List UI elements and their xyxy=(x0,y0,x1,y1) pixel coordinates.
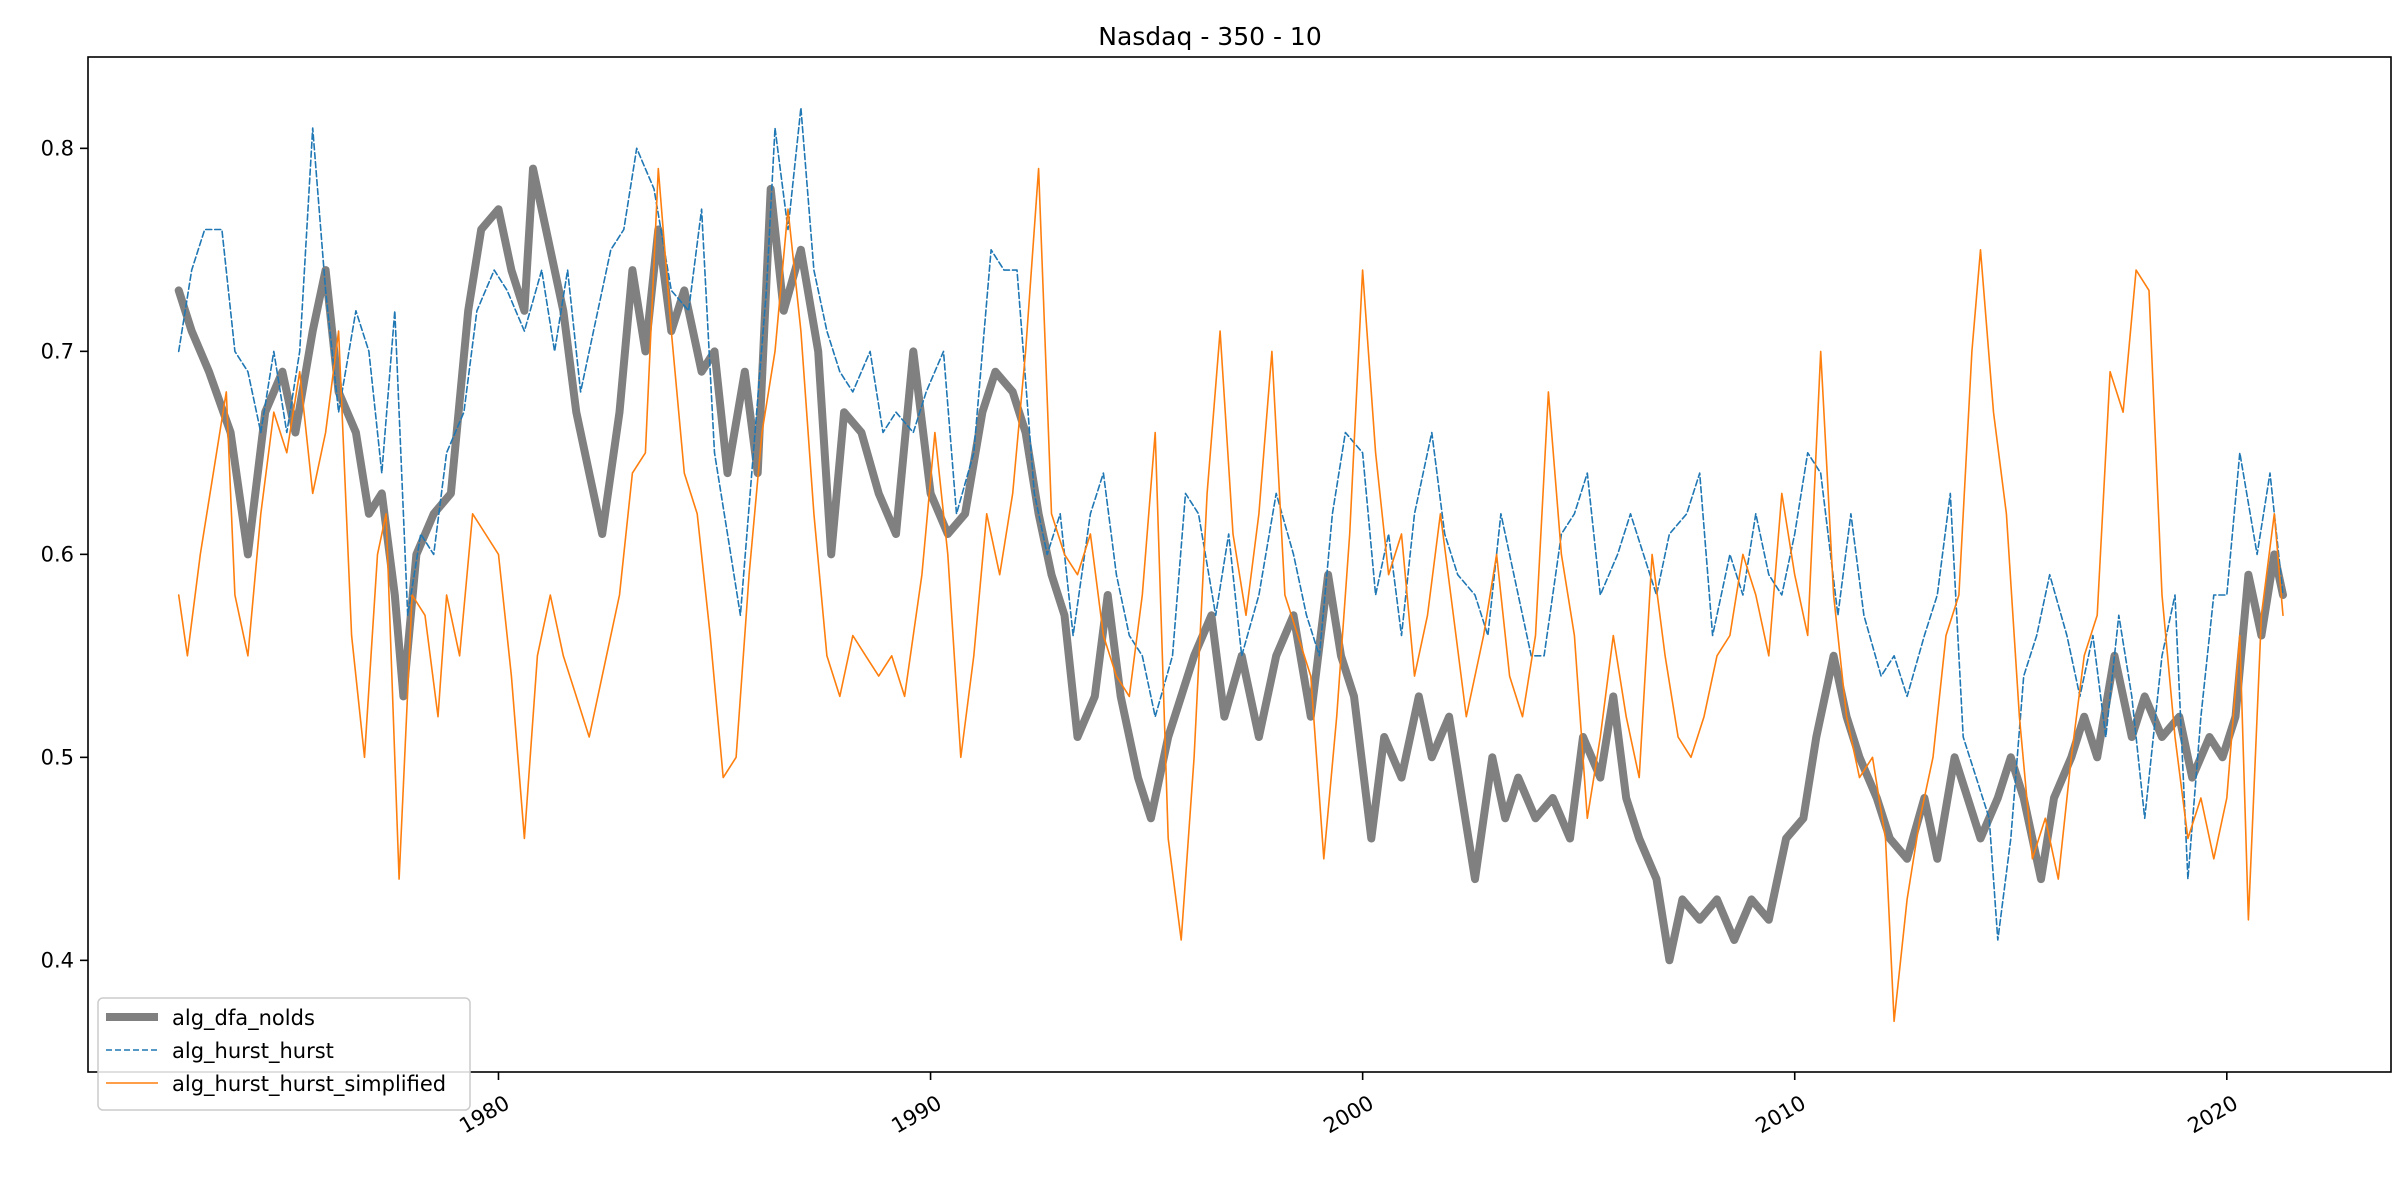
chart-title: Nasdaq - 350 - 10 xyxy=(1098,22,1321,51)
legend-label-alg-dfa-nolds: alg_dfa_nolds xyxy=(172,1006,315,1031)
y-tick-label: 0.5 xyxy=(41,745,74,769)
legend-label-alg-hurst-hurst: alg_hurst_hurst xyxy=(172,1039,334,1064)
y-tick-label: 0.4 xyxy=(41,948,74,972)
series-line-alg-hurst-hurst-simplified xyxy=(177,167,2284,1023)
plot-frame xyxy=(87,56,2392,1073)
plot-area xyxy=(174,107,2287,1023)
series-line-alg-dfa-nolds xyxy=(174,164,2287,965)
y-tick-label: 0.8 xyxy=(41,136,74,160)
legend: alg_dfa_nolds alg_hurst_hurst alg_hurst_… xyxy=(97,997,471,1111)
y-tick-label: 0.7 xyxy=(41,339,74,363)
legend-box xyxy=(97,997,471,1111)
series-line-alg-hurst-hurst xyxy=(177,107,2284,941)
y-tick-label: 0.6 xyxy=(41,542,74,566)
legend-label-alg-hurst-hurst-simplified: alg_hurst_hurst_simplified xyxy=(172,1072,446,1097)
